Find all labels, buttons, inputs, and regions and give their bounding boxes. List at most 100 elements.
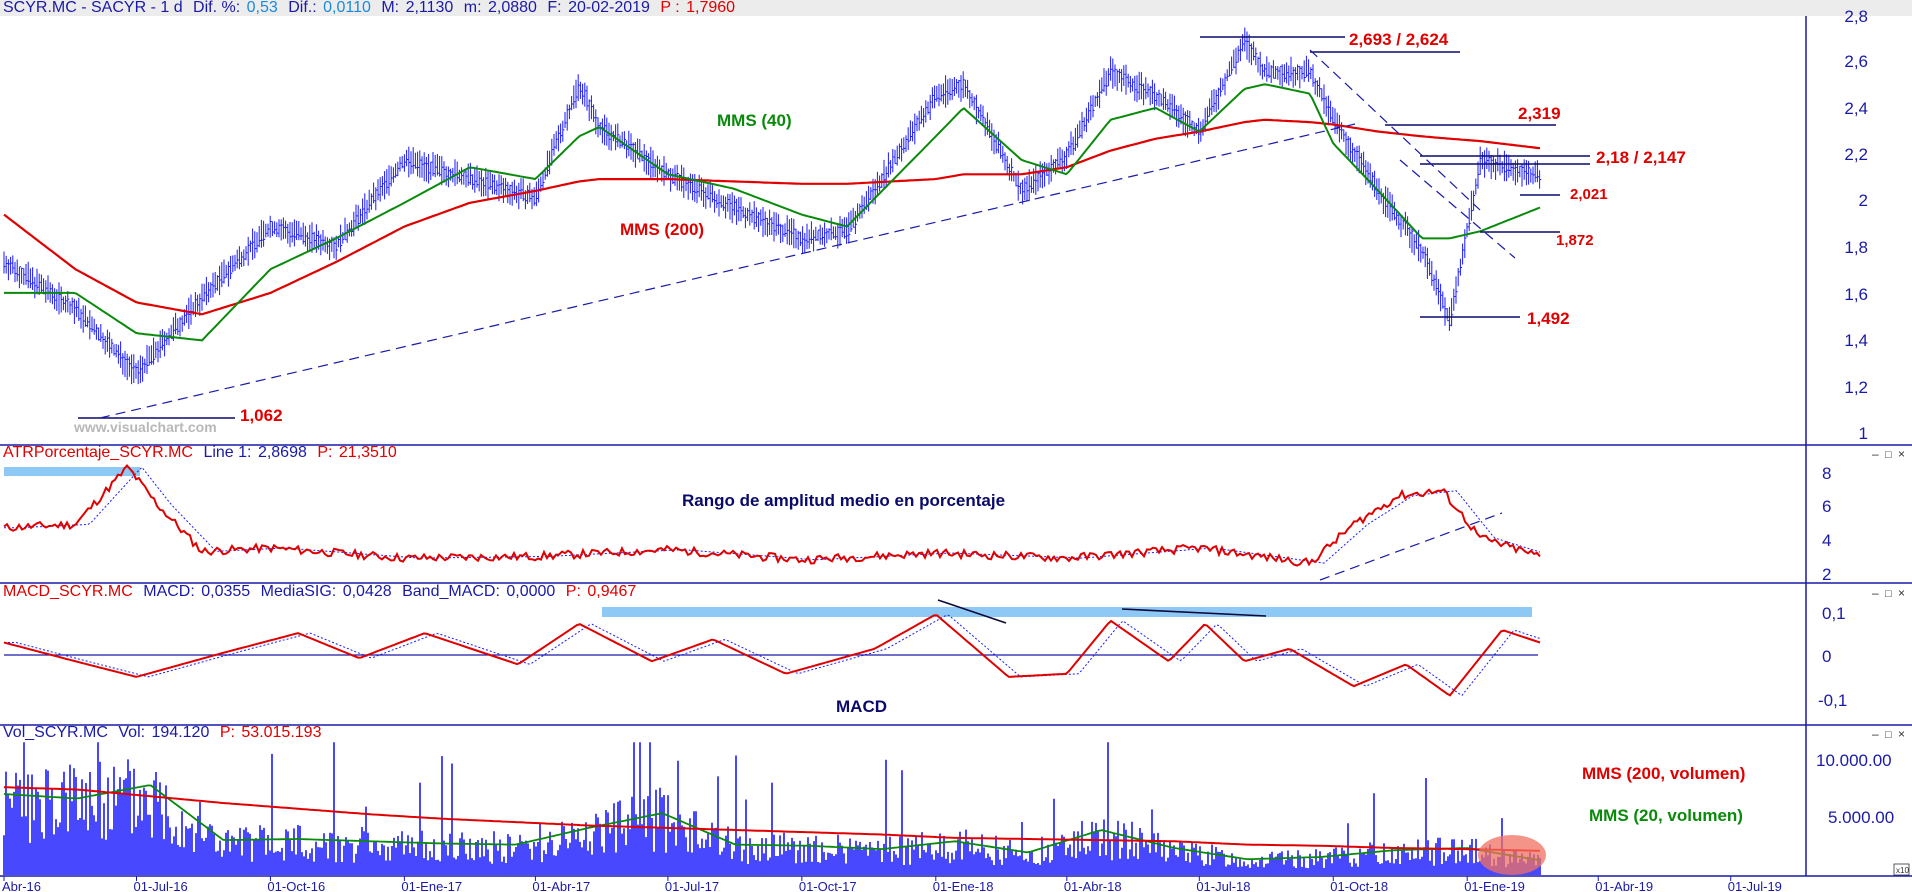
label-218: 2,18 / 2,147 (1596, 148, 1686, 167)
zoom-button[interactable] (1893, 863, 1910, 876)
x-axis: Abr-16 01-Jul-16 01-Oct-16 01-Ene-17 01-Abr-… (2, 876, 1782, 892)
macd-line (3, 614, 1541, 697)
macd-divergence-line (1121, 608, 1267, 617)
macd-series-group (3, 614, 1541, 697)
atr-trendline (1319, 512, 1503, 581)
price-y-tick: 1 (1859, 424, 1868, 443)
x-tick-label: 01-Jul-19 (1728, 879, 1782, 892)
maximize-icon[interactable]: □ (1885, 588, 1892, 600)
maximize-icon[interactable]: □ (1885, 729, 1892, 741)
atr-y-tick: 8 (1822, 464, 1831, 483)
price-symbol: SCYR.MC - SACYR - 1 d (3, 0, 183, 16)
atr-highlight-bar (4, 467, 140, 476)
atr-signal-line (4, 466, 1541, 564)
atr-panel: ATRPorcentaje_SCYR.MC Line 1: 2,8698 P: … (3, 444, 1905, 584)
price-y-tick: 2,4 (1844, 99, 1868, 118)
volume-highlight-ellipse (1478, 835, 1546, 875)
x-tick-label: 01-Abr-18 (1064, 879, 1122, 892)
x-tick-label: 01-Jul-18 (1196, 879, 1250, 892)
trendline-support (99, 123, 1356, 419)
x-tick-label: 01-Abr-17 (532, 879, 590, 892)
atr-y-tick: 6 (1822, 497, 1831, 516)
label-vol-mms20: MMS (20, volumen) (1589, 806, 1743, 825)
volume-panel: Vol_SCYR.MC Vol: 194.120 P: 53.015.193 ‒… (3, 724, 1909, 876)
minimize-icon[interactable]: ‒ (1872, 586, 1879, 600)
macd-highlight-bar (602, 607, 1532, 617)
price-y-tick: 1,4 (1844, 331, 1868, 350)
x-tick-label: 01-Oct-18 (1330, 879, 1388, 892)
price-panel-header: SCYR.MC - SACYR - 1 d Dif. %: 0,53 Dif.:… (3, 0, 735, 16)
volume-panel-header: Vol_SCYR.MC Vol: 194.120 P: 53.015.193 (3, 724, 322, 741)
price-y-tick: 2,6 (1844, 52, 1868, 71)
level-lines (78, 36, 1590, 419)
volume-window-buttons[interactable]: ‒ □ × (1872, 727, 1905, 741)
price-series-group (3, 27, 1542, 385)
label-1062: 1,062 (240, 406, 283, 425)
macd-divergence-line (937, 599, 1007, 624)
price-y-tick: 1,8 (1844, 238, 1868, 257)
macd-panel-header: MACD_SCYR.MC MACD: 0,0355 MediaSIG: 0,04… (3, 583, 636, 600)
watermark: www.visualchart.com (73, 419, 217, 435)
price-y-tick: 2,2 (1844, 145, 1868, 164)
minimize-icon[interactable]: ‒ (1872, 727, 1879, 741)
macd-signal-line (4, 614, 1541, 696)
zoom-button-label[interactable]: x10 (1896, 866, 1909, 875)
atr-window-buttons[interactable]: ‒ □ × (1872, 447, 1905, 461)
label-2021: 2,021 (1570, 186, 1608, 203)
x-tick-label: 01-Jul-16 (133, 879, 187, 892)
label-2319: 2,319 (1518, 104, 1561, 123)
atr-title: Rango de amplitud medio en porcentaje (682, 491, 1005, 510)
trend-lines (99, 49, 1516, 419)
volume-series-group (3, 784, 1541, 862)
x-tick-label: 01-Oct-16 (267, 879, 325, 892)
macd-y-axis: 0,1 0 -0,1 (1818, 604, 1847, 710)
macd-window-buttons[interactable]: ‒ □ × (1872, 586, 1905, 600)
x-tick-label: 01-Oct-17 (799, 879, 857, 892)
price-y-tick: 2 (1859, 191, 1868, 210)
label-2693: 2,693 / 2,624 (1349, 30, 1449, 49)
price-y-axis: 2,8 2,6 2,4 2,2 2 1,8 1,6 1,4 1,2 1 (1844, 7, 1868, 443)
atr-y-tick: 2 (1822, 565, 1831, 584)
volume-y-tick: 10.000.00 (1816, 751, 1892, 770)
volume-bars-group (3, 742, 1541, 875)
label-1492: 1,492 (1527, 309, 1570, 328)
volume-y-axis: 10.000.00 5.000.00 (1816, 751, 1894, 827)
atr-series-group (3, 463, 1541, 567)
x-tick-label: 01-Ene-18 (933, 879, 994, 892)
price-y-tick: 1,6 (1844, 285, 1868, 304)
trendline-downtrend-2 (1399, 159, 1516, 259)
close-icon[interactable]: × (1898, 447, 1905, 461)
macd-title: MACD (836, 697, 887, 716)
x-tick-label: Abr-16 (2, 879, 41, 892)
macd-y-tick: 0,1 (1822, 604, 1846, 623)
trendline-downtrend (1309, 49, 1481, 211)
volume-y-tick: 5.000.00 (1828, 808, 1894, 827)
x-tick-label: 01-Ene-19 (1464, 879, 1525, 892)
close-icon[interactable]: × (1898, 727, 1905, 741)
minimize-icon[interactable]: ‒ (1872, 447, 1879, 461)
x-tick-label: 01-Abr-19 (1595, 879, 1653, 892)
label-1872: 1,872 (1556, 232, 1594, 249)
x-tick-label: 01-Jul-17 (665, 879, 719, 892)
price-y-tick: 1,2 (1844, 378, 1868, 397)
atr-line (3, 463, 1541, 567)
close-icon[interactable]: × (1898, 586, 1905, 600)
mms40-line (4, 83, 1541, 342)
atr-panel-header: ATRPorcentaje_SCYR.MC Line 1: 2,8698 P: … (3, 444, 397, 461)
volume-bars (3, 742, 1541, 875)
macd-panel: MACD_SCYR.MC MACD: 0,0355 MediaSIG: 0,04… (3, 583, 1905, 725)
price-panel: SCYR.MC - SACYR - 1 d Dif. %: 0,53 Dif.:… (0, 0, 1912, 445)
atr-y-axis: 8 6 4 2 (1822, 464, 1831, 584)
price-y-tick: 2,8 (1844, 7, 1868, 26)
price-panel-header-bg (0, 0, 1912, 16)
vol-mms200-line (4, 786, 1541, 852)
label-vol-mms200: MMS (200, volumen) (1582, 764, 1745, 783)
maximize-icon[interactable]: □ (1885, 449, 1892, 461)
atr-y-tick: 4 (1822, 531, 1831, 550)
macd-y-tick: -0,1 (1818, 691, 1847, 710)
vol-mms20-line (3, 784, 1541, 862)
label-mms200: MMS (200) (620, 220, 704, 239)
mms200-line (3, 118, 1541, 316)
label-mms40: MMS (40) (717, 111, 792, 130)
